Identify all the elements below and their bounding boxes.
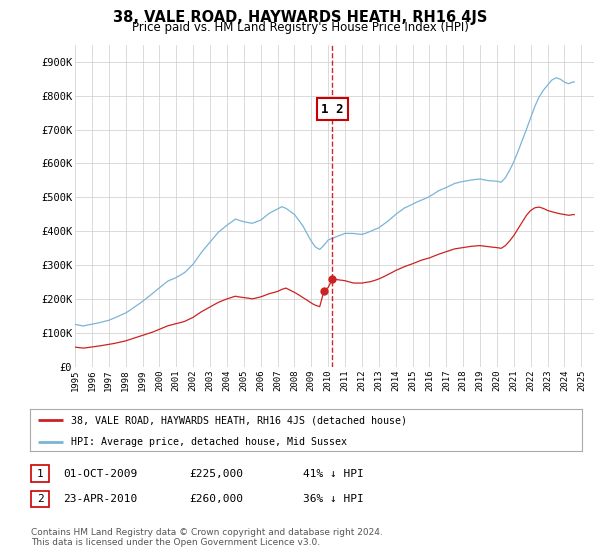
- Text: HPI: Average price, detached house, Mid Sussex: HPI: Average price, detached house, Mid …: [71, 437, 347, 446]
- Text: 23-APR-2010: 23-APR-2010: [63, 494, 137, 504]
- Text: £260,000: £260,000: [189, 494, 243, 504]
- Text: Contains HM Land Registry data © Crown copyright and database right 2024.
This d: Contains HM Land Registry data © Crown c…: [31, 528, 383, 547]
- Text: 41% ↓ HPI: 41% ↓ HPI: [303, 469, 364, 479]
- Text: £225,000: £225,000: [189, 469, 243, 479]
- Text: 38, VALE ROAD, HAYWARDS HEATH, RH16 4JS (detached house): 38, VALE ROAD, HAYWARDS HEATH, RH16 4JS …: [71, 415, 407, 425]
- Text: Price paid vs. HM Land Registry's House Price Index (HPI): Price paid vs. HM Land Registry's House …: [131, 21, 469, 34]
- Text: 2: 2: [37, 494, 44, 504]
- Text: 38, VALE ROAD, HAYWARDS HEATH, RH16 4JS: 38, VALE ROAD, HAYWARDS HEATH, RH16 4JS: [113, 10, 487, 25]
- Text: 1 2: 1 2: [321, 102, 344, 116]
- Text: 01-OCT-2009: 01-OCT-2009: [63, 469, 137, 479]
- Text: 36% ↓ HPI: 36% ↓ HPI: [303, 494, 364, 504]
- Text: 1: 1: [37, 469, 44, 479]
